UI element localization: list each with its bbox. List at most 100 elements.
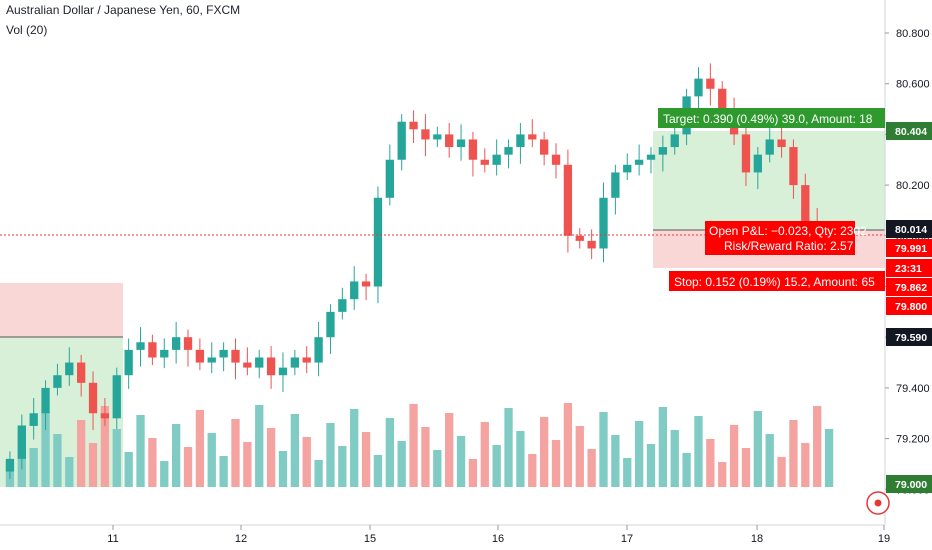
candle-body [409, 121, 418, 130]
price-tag-label: 80.404 [895, 126, 927, 138]
candle-body [338, 299, 347, 312]
time-tick-label: 16 [492, 533, 504, 545]
candle-body [219, 349, 228, 358]
stop-label: Stop: 0.152 (0.19%) 15.2, Amount: 65 [674, 275, 875, 289]
volume-bar [278, 451, 288, 487]
candle-body [77, 362, 86, 383]
price-tick-label: 80.200 [896, 180, 930, 192]
price-tag [886, 297, 932, 315]
candle-body [789, 147, 798, 186]
candle-body [195, 349, 205, 363]
candle-body [456, 139, 466, 148]
price-tick-label: 80.600 [896, 79, 930, 91]
volume-bar [634, 421, 644, 487]
volume-bar [160, 461, 169, 487]
time-tick-label: 19 [878, 533, 890, 545]
volume-bar [124, 452, 133, 487]
volume-bar [53, 434, 62, 487]
volume-bar [290, 414, 300, 487]
price-tag-label: 23:31 [895, 263, 922, 275]
candle-body [171, 337, 181, 350]
target-badge[interactable]: Target: 0.390 (0.49%) 39.0, Amount: 18 [658, 108, 885, 128]
target-icon [874, 499, 882, 507]
candle-body [302, 357, 311, 363]
volume-bar [266, 428, 276, 487]
price-tag [886, 475, 932, 493]
pnl-badge[interactable]: Open P&L: −0.023, Qty: 2302 Risk/Reward … [705, 221, 867, 255]
candle-body [314, 337, 323, 363]
candle-body [551, 154, 561, 165]
candle-body [231, 349, 240, 363]
volume-bar [468, 459, 478, 487]
candle-body [350, 281, 359, 300]
volume-bar [41, 411, 50, 487]
volume-bar [753, 411, 762, 487]
volume-bar [100, 406, 110, 487]
volume-bar [243, 442, 252, 487]
volume-bar [741, 448, 751, 487]
volume-bar [445, 413, 454, 487]
candle-body [243, 362, 252, 368]
candle-body [611, 172, 620, 198]
volume-bar [112, 429, 121, 487]
candle-body [53, 375, 62, 388]
stop-badge[interactable]: Stop: 0.152 (0.19%) 15.2, Amount: 65 [669, 271, 885, 291]
volume-bar [171, 424, 181, 487]
volume-bar [801, 443, 810, 487]
volume-bar [575, 426, 584, 487]
candle-body [563, 164, 573, 236]
volume-bar [314, 460, 323, 487]
volume-bar [456, 436, 466, 487]
candle-body [706, 78, 715, 89]
volume-bar [706, 439, 715, 487]
candle-body [528, 134, 537, 140]
volume-bar [148, 438, 157, 487]
volume-bar [326, 423, 335, 487]
volume-bar [219, 456, 228, 487]
candle-body [207, 357, 216, 363]
candle-body [88, 382, 98, 414]
candle-body [539, 139, 549, 155]
volume-bar [88, 443, 98, 487]
volume-bar [195, 410, 205, 487]
volume-bar [718, 462, 727, 487]
candle-body [433, 134, 442, 140]
volume-bar [646, 444, 656, 487]
volume-bar [385, 418, 394, 487]
scroll-to-realtime-button[interactable] [866, 491, 890, 515]
volume-bar [480, 422, 489, 487]
volume-bar [183, 447, 193, 487]
open-pnl-label: Open P&L: −0.023, Qty: 2302 [709, 224, 867, 238]
candle-body [148, 342, 157, 358]
price-tag [886, 328, 932, 346]
volume-bar [255, 405, 264, 487]
candle-body [17, 425, 26, 459]
candle-body [694, 78, 703, 97]
candle-body [278, 367, 288, 376]
candle-body [492, 154, 501, 165]
volume-bar [373, 455, 383, 487]
price-tag-label: 79.000 [895, 479, 927, 491]
loss-zone-left [0, 283, 123, 337]
volume-bar [504, 408, 513, 487]
volume-bar [397, 441, 406, 487]
volume-bar [433, 450, 442, 487]
volume-bar [350, 409, 359, 487]
candle-body [100, 413, 110, 419]
price-tag [886, 278, 932, 296]
candle-body [290, 357, 300, 368]
candle-body [670, 134, 679, 148]
time-tick-label: 11 [107, 533, 118, 545]
price-tag-label: 79.800 [895, 301, 927, 313]
time-tick-label: 15 [364, 533, 376, 545]
price-tag [886, 239, 932, 257]
price-tag [886, 122, 932, 140]
chart-title: Australian Dollar / Japanese Yen, 60, FX… [6, 3, 241, 17]
volume-bar [789, 420, 798, 487]
volume-bar [682, 453, 691, 487]
price-tick-label: 79.200 [896, 434, 930, 446]
volume-bar [231, 419, 240, 487]
candle-body [765, 139, 774, 155]
volume-bar [539, 417, 549, 487]
